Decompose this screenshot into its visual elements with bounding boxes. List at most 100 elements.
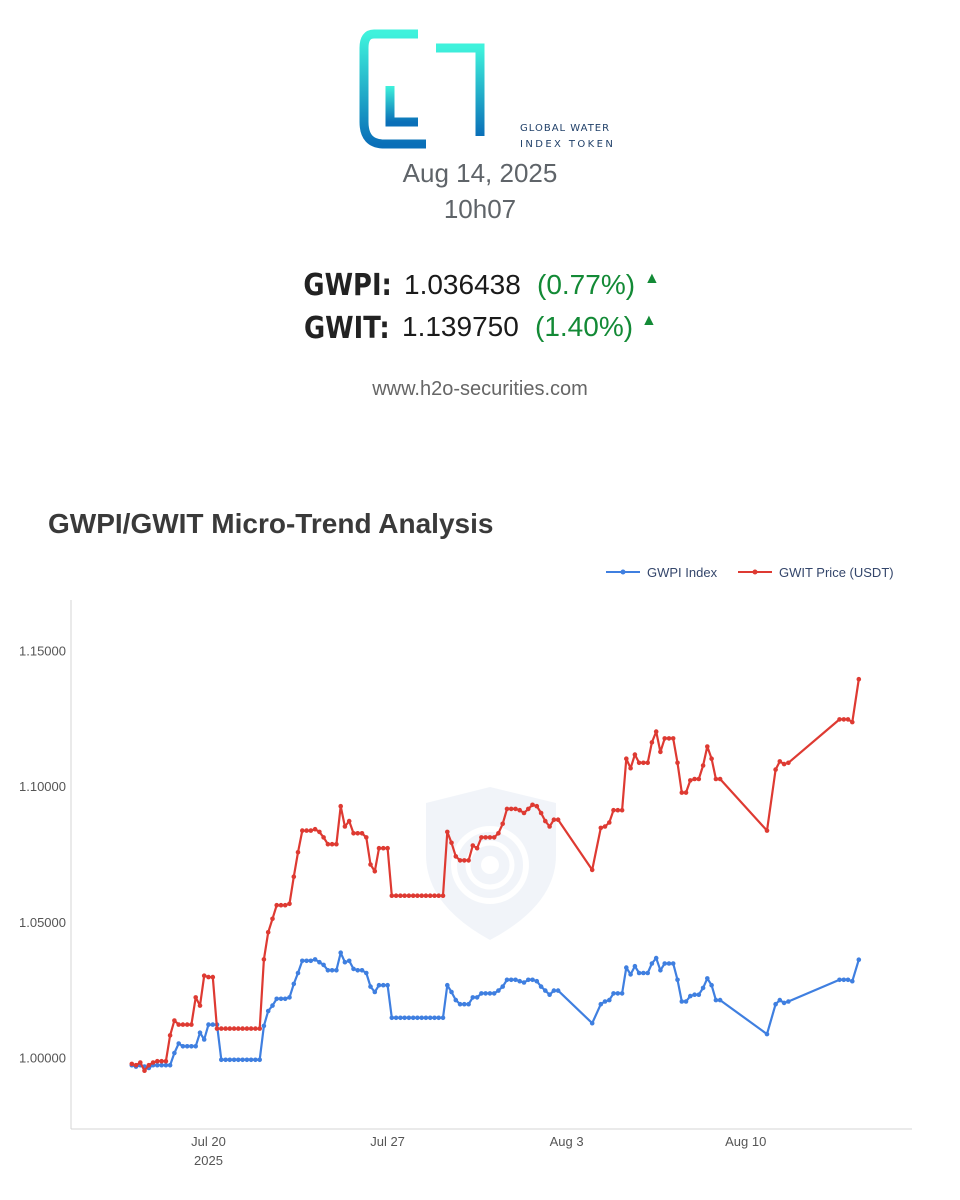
data-point[interactable] (845, 977, 851, 983)
data-point[interactable] (508, 806, 514, 812)
data-point[interactable] (176, 1041, 181, 1046)
data-point[interactable] (658, 749, 663, 755)
data-point[interactable] (589, 1020, 595, 1026)
data-point[interactable] (325, 968, 331, 973)
data-point[interactable] (487, 991, 493, 996)
data-point[interactable] (176, 1022, 181, 1027)
data-point[interactable] (781, 761, 787, 767)
data-point[interactable] (393, 1015, 399, 1021)
data-point[interactable] (449, 989, 454, 995)
data-point[interactable] (372, 869, 378, 874)
data-point[interactable] (338, 803, 344, 809)
data-point[interactable] (538, 984, 544, 989)
data-point[interactable] (543, 988, 548, 993)
data-point[interactable] (619, 991, 625, 996)
data-point[interactable] (632, 752, 638, 757)
data-point[interactable] (432, 1015, 437, 1021)
data-point[interactable] (308, 828, 314, 833)
data-point[interactable] (223, 1026, 228, 1031)
data-point[interactable] (453, 854, 459, 859)
data-point[interactable] (653, 729, 659, 734)
data-point[interactable] (615, 991, 621, 996)
data-point[interactable] (265, 930, 271, 935)
data-point[interactable] (231, 1057, 237, 1063)
data-point[interactable] (636, 760, 642, 766)
data-point[interactable] (624, 756, 629, 761)
data-point[interactable] (329, 841, 335, 847)
data-point[interactable] (666, 736, 672, 741)
legend-item-gwit[interactable]: GWIT Price (USDT) (738, 565, 894, 580)
data-point[interactable] (338, 950, 344, 955)
data-point[interactable] (287, 995, 292, 1000)
data-point[interactable] (496, 831, 501, 836)
data-point[interactable] (274, 902, 280, 908)
data-point[interactable] (526, 977, 531, 983)
data-point[interactable] (248, 1057, 254, 1063)
data-point[interactable] (359, 831, 365, 836)
data-point[interactable] (146, 1062, 152, 1068)
data-point[interactable] (607, 997, 612, 1003)
data-point[interactable] (717, 997, 723, 1003)
data-point[interactable] (662, 736, 667, 741)
data-point[interactable] (713, 997, 719, 1003)
data-point[interactable] (240, 1057, 245, 1063)
data-point[interactable] (483, 835, 488, 840)
data-point[interactable] (513, 977, 518, 983)
data-point[interactable] (325, 841, 331, 847)
data-point[interactable] (355, 831, 361, 836)
data-point[interactable] (359, 968, 365, 973)
data-point[interactable] (231, 1026, 237, 1031)
data-point[interactable] (317, 959, 322, 965)
data-point[interactable] (129, 1061, 135, 1067)
data-point[interactable] (632, 963, 638, 969)
data-point[interactable] (189, 1022, 194, 1027)
data-point[interactable] (214, 1026, 220, 1031)
data-point[interactable] (555, 817, 561, 822)
data-point[interactable] (670, 736, 676, 741)
data-point[interactable] (410, 1015, 416, 1021)
data-point[interactable] (696, 776, 702, 782)
data-point[interactable] (364, 835, 369, 840)
data-point[interactable] (764, 1031, 770, 1037)
data-point[interactable] (346, 958, 352, 964)
data-point[interactable] (764, 828, 770, 833)
data-point[interactable] (777, 759, 783, 764)
data-point[interactable] (206, 1022, 211, 1027)
data-point[interactable] (219, 1026, 224, 1031)
data-point[interactable] (180, 1022, 186, 1027)
data-point[interactable] (398, 893, 403, 898)
data-point[interactable] (406, 893, 412, 898)
data-point[interactable] (381, 845, 386, 851)
data-point[interactable] (841, 717, 847, 722)
data-point[interactable] (649, 740, 655, 745)
data-point[interactable] (142, 1068, 147, 1073)
data-point[interactable] (163, 1058, 169, 1064)
legend-item-gwpi[interactable]: GWPI Index (606, 565, 718, 580)
data-point[interactable] (692, 776, 697, 782)
data-point[interactable] (355, 968, 361, 973)
data-point[interactable] (381, 982, 386, 988)
data-point[interactable] (479, 835, 484, 840)
data-point[interactable] (227, 1026, 233, 1031)
data-point[interactable] (700, 763, 706, 768)
data-point[interactable] (679, 790, 685, 795)
data-point[interactable] (534, 803, 540, 809)
data-point[interactable] (427, 893, 433, 898)
data-point[interactable] (850, 719, 855, 725)
data-point[interactable] (300, 828, 305, 833)
data-point[interactable] (389, 893, 395, 898)
data-point[interactable] (133, 1062, 139, 1068)
data-point[interactable] (244, 1026, 250, 1031)
data-point[interactable] (628, 765, 633, 771)
data-point[interactable] (781, 1000, 787, 1006)
data-point[interactable] (445, 982, 450, 988)
data-point[interactable] (555, 988, 561, 993)
data-point[interactable] (607, 820, 612, 825)
data-point[interactable] (210, 1022, 216, 1027)
data-point[interactable] (500, 984, 506, 989)
data-point[interactable] (530, 977, 535, 983)
data-point[interactable] (287, 901, 292, 907)
data-point[interactable] (547, 824, 552, 829)
data-point[interactable] (193, 995, 198, 1000)
data-point[interactable] (453, 997, 459, 1003)
